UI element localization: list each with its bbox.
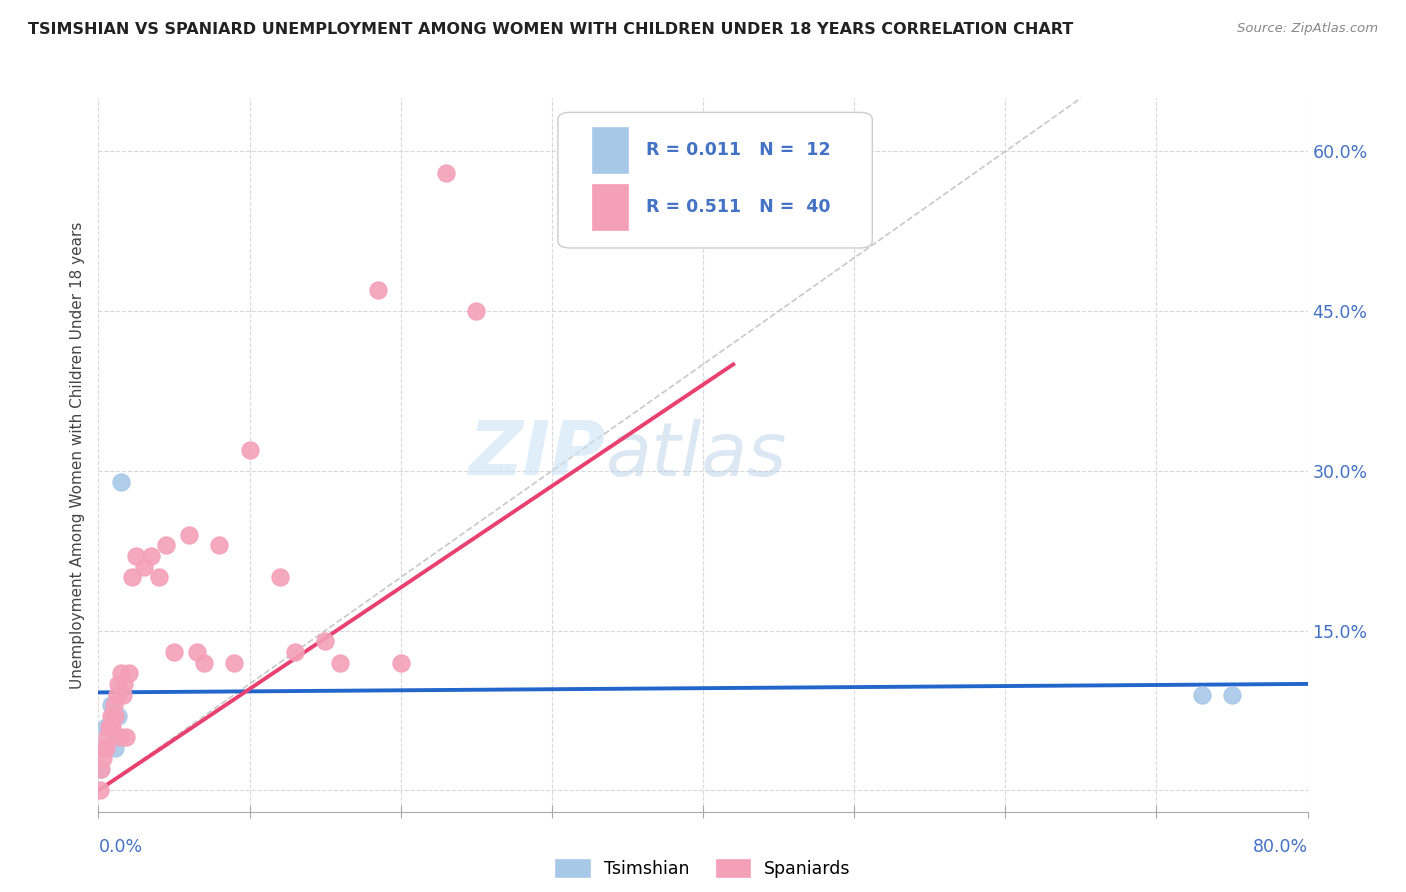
Bar xyxy=(592,127,628,173)
Point xyxy=(89,783,111,797)
Point xyxy=(103,709,125,723)
Point xyxy=(118,666,141,681)
Point xyxy=(98,719,121,733)
FancyBboxPatch shape xyxy=(558,112,872,248)
Point xyxy=(112,677,135,691)
Point xyxy=(107,709,129,723)
Point xyxy=(1220,688,1243,702)
Point xyxy=(329,656,352,670)
Point xyxy=(269,570,291,584)
Point xyxy=(148,570,170,584)
Point xyxy=(101,719,124,733)
Point xyxy=(114,730,136,744)
Point xyxy=(125,549,148,563)
Text: TSIMSHIAN VS SPANIARD UNEMPLOYMENT AMONG WOMEN WITH CHILDREN UNDER 18 YEARS CORR: TSIMSHIAN VS SPANIARD UNEMPLOYMENT AMONG… xyxy=(28,22,1073,37)
Text: atlas: atlas xyxy=(606,419,787,491)
Point xyxy=(105,730,128,744)
Point xyxy=(193,656,215,670)
Y-axis label: Unemployment Among Women with Children Under 18 years: Unemployment Among Women with Children U… xyxy=(70,221,86,689)
Point xyxy=(1191,688,1213,702)
Point xyxy=(104,740,127,755)
Point xyxy=(94,740,117,755)
Point xyxy=(179,528,201,542)
Point xyxy=(91,751,114,765)
Point xyxy=(389,656,412,670)
Point xyxy=(111,688,134,702)
Point xyxy=(94,719,117,733)
Point xyxy=(100,709,122,723)
Point xyxy=(141,549,163,563)
Point xyxy=(93,740,115,755)
Text: 80.0%: 80.0% xyxy=(1253,838,1308,856)
Point xyxy=(105,688,128,702)
Point xyxy=(314,634,336,648)
Point xyxy=(224,656,246,670)
Point xyxy=(465,304,488,318)
Point xyxy=(110,475,132,489)
Point xyxy=(186,645,208,659)
Text: R = 0.011   N =  12: R = 0.011 N = 12 xyxy=(647,141,831,159)
Point xyxy=(98,719,121,733)
Point xyxy=(96,730,118,744)
Point xyxy=(90,762,112,776)
Text: R = 0.511   N =  40: R = 0.511 N = 40 xyxy=(647,198,831,216)
Point xyxy=(121,570,143,584)
Point xyxy=(367,283,389,297)
Point xyxy=(108,730,131,744)
Point xyxy=(434,166,457,180)
Point xyxy=(91,740,114,755)
Point xyxy=(239,442,262,457)
Text: 0.0%: 0.0% xyxy=(98,838,142,856)
Point xyxy=(284,645,307,659)
Point xyxy=(100,698,122,713)
Text: Source: ZipAtlas.com: Source: ZipAtlas.com xyxy=(1237,22,1378,36)
Point xyxy=(107,677,129,691)
Point xyxy=(208,538,231,552)
Point xyxy=(132,559,155,574)
Text: ZIP: ZIP xyxy=(470,418,606,491)
Legend: Tsimshian, Spaniards: Tsimshian, Spaniards xyxy=(548,853,858,885)
Point xyxy=(89,762,111,776)
Point xyxy=(104,709,127,723)
Point xyxy=(163,645,186,659)
Bar xyxy=(592,184,628,230)
Point xyxy=(155,538,177,552)
Point xyxy=(103,698,125,713)
Point xyxy=(110,666,132,681)
